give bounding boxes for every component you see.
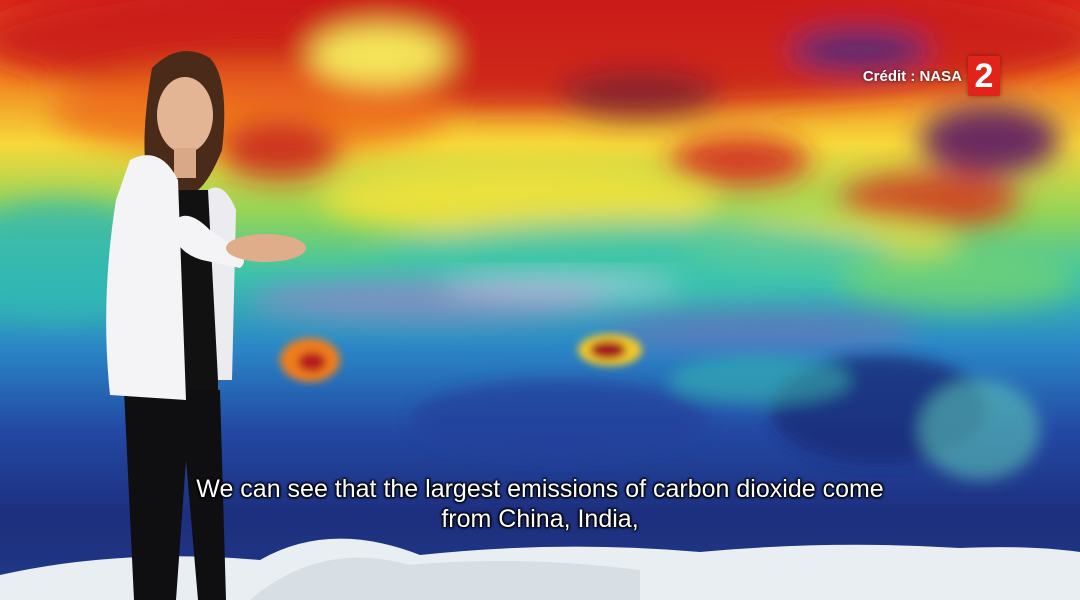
hotspot-africa-core: [590, 341, 626, 359]
presenter-face: [157, 77, 213, 153]
presenter-trousers: [124, 390, 226, 600]
subtitle-box: We can see that the largest emissions of…: [0, 474, 1080, 534]
green-band: [840, 250, 1080, 310]
south-swirl-b: [920, 380, 1040, 480]
subtitle-line-1: We can see that the largest emissions of…: [196, 475, 884, 503]
hotspot-south-america-core: [298, 352, 326, 372]
south-swirl-d: [670, 356, 850, 404]
presenter: [106, 50, 306, 600]
yellow-band-a: [320, 165, 720, 235]
equator-haze-c: [440, 271, 680, 299]
north-yellow-patch: [310, 25, 450, 85]
south-swirl-c: [410, 380, 710, 460]
credit-label: Crédit : NASA: [862, 68, 962, 85]
presenter-neck: [174, 148, 196, 178]
presenter-arm: [176, 215, 244, 268]
presenter-hands: [226, 234, 306, 262]
france2-logo: 2: [968, 56, 1000, 96]
equator-haze-b: [600, 308, 920, 352]
red-swirl-f: [220, 120, 340, 180]
antarctic-ice-shade: [250, 557, 640, 600]
purple-plume-a: [790, 28, 930, 72]
purple-plume-c: [560, 70, 720, 120]
presenter-jacket: [106, 155, 186, 400]
purple-plume-b: [920, 105, 1060, 175]
red-swirl-d: [670, 135, 810, 185]
subtitle-line-2: from China, India,: [441, 505, 639, 533]
